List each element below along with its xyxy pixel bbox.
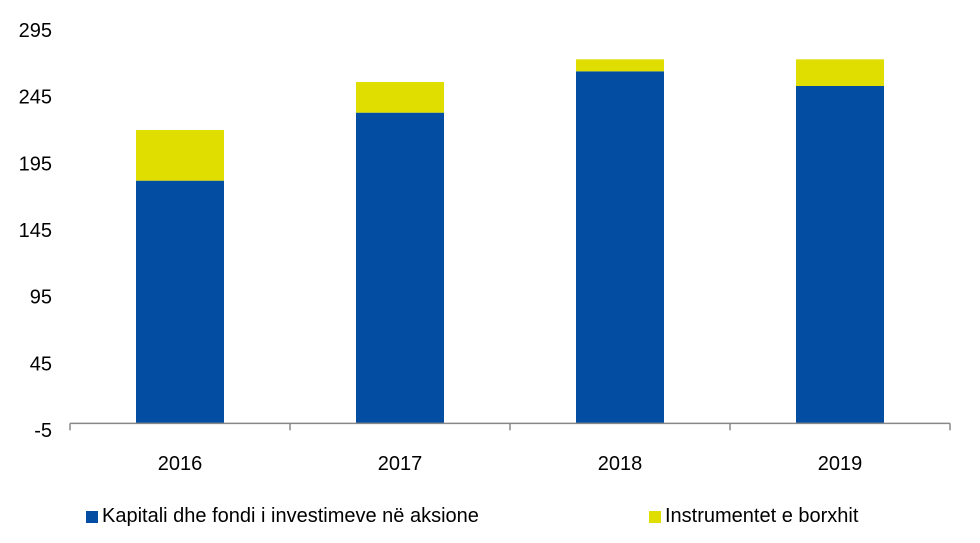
legend-swatch-debt bbox=[649, 510, 661, 523]
y-tick-label: 145 bbox=[19, 220, 52, 242]
legend-label-equity: Kapitali dhe fondi i investimeve në aksi… bbox=[102, 505, 479, 527]
legend-swatch-equity bbox=[86, 510, 98, 523]
y-tick-label: 245 bbox=[19, 87, 52, 109]
y-tick-label: 195 bbox=[19, 153, 52, 175]
bar-equity-2019 bbox=[796, 86, 884, 424]
x-tick-label: 2017 bbox=[378, 453, 423, 475]
y-tick-label: -5 bbox=[34, 420, 52, 442]
bar-equity-2016 bbox=[136, 180, 224, 424]
bar-debt-2016 bbox=[136, 130, 224, 181]
y-tick-label: 295 bbox=[19, 20, 52, 42]
bar-debt-2018 bbox=[576, 59, 664, 72]
legend-item-debt: Instrumentet e borxhit bbox=[649, 505, 858, 528]
legend-item-equity: Kapitali dhe fondi i investimeve në aksi… bbox=[86, 505, 479, 528]
bar-debt-2019 bbox=[796, 59, 884, 86]
x-tick-label: 2018 bbox=[598, 453, 643, 475]
x-tick-label: 2016 bbox=[158, 453, 203, 475]
y-tick-label: 45 bbox=[30, 353, 52, 375]
legend-label-debt: Instrumentet e borxhit bbox=[665, 505, 859, 527]
plot-area: -5 45 95 145 195 245 295 2016 2017 2018 2019 bbox=[19, 20, 951, 475]
bar-debt-2017 bbox=[356, 82, 444, 113]
bar-equity-2018 bbox=[576, 71, 664, 424]
y-tick-label: 95 bbox=[30, 287, 52, 309]
x-tick-label: 2019 bbox=[818, 453, 863, 475]
bar-equity-2017 bbox=[356, 112, 444, 424]
